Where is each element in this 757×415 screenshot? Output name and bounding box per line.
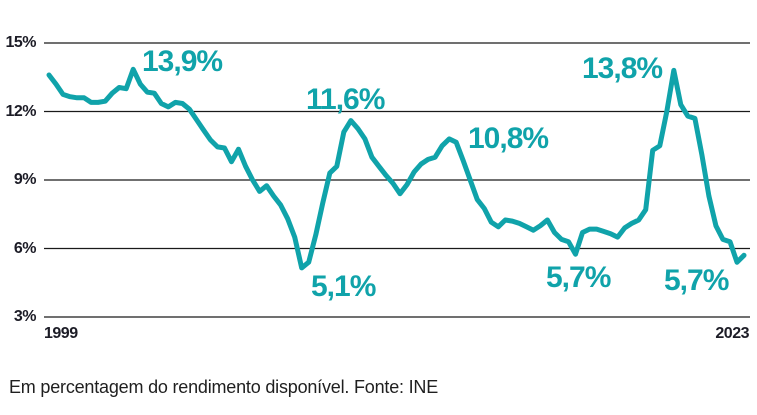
- y-axis-tick-label: 6%: [13, 240, 37, 257]
- value-label: 11,6%: [306, 83, 385, 116]
- series-line-taxa-de-poupanca: [46, 66, 747, 271]
- x-axis-tick-start: 1999: [44, 325, 78, 342]
- value-label: 5,7%: [664, 264, 729, 297]
- y-axis-tick-label: 9%: [13, 171, 37, 188]
- value-label: 5,1%: [311, 270, 376, 303]
- y-axis-tick-label: 3%: [13, 308, 37, 325]
- chart-caption: Em percentagem do rendimento disponível.…: [9, 377, 439, 397]
- value-label: 5,7%: [546, 261, 611, 294]
- x-axis-tick-end: 2023: [715, 325, 749, 342]
- y-axis-tick-label: 15%: [5, 34, 36, 51]
- value-label: 13,8%: [582, 52, 663, 85]
- line-chart-plot: [44, 42, 750, 318]
- y-axis-tick-label: 12%: [5, 103, 36, 120]
- value-label: 13,9%: [142, 45, 223, 78]
- value-label: 10,8%: [468, 122, 549, 155]
